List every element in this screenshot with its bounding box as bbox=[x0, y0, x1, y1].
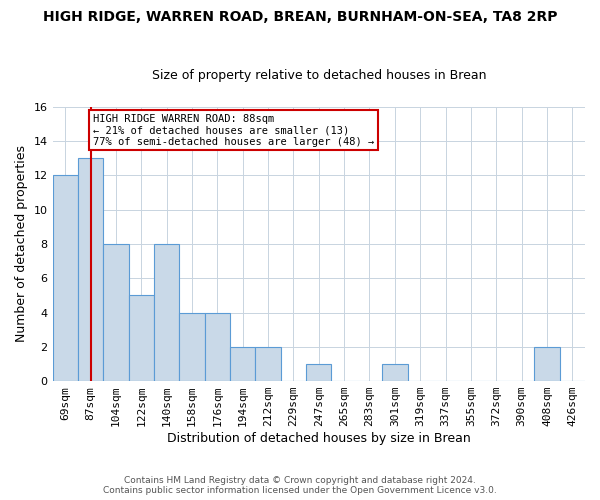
Bar bbox=[53, 176, 78, 381]
Text: HIGH RIDGE WARREN ROAD: 88sqm
← 21% of detached houses are smaller (13)
77% of s: HIGH RIDGE WARREN ROAD: 88sqm ← 21% of d… bbox=[93, 114, 374, 147]
Bar bbox=[103, 244, 128, 381]
Text: HIGH RIDGE, WARREN ROAD, BREAN, BURNHAM-ON-SEA, TA8 2RP: HIGH RIDGE, WARREN ROAD, BREAN, BURNHAM-… bbox=[43, 10, 557, 24]
Bar bbox=[256, 347, 281, 381]
Bar bbox=[78, 158, 103, 381]
Bar bbox=[230, 347, 256, 381]
X-axis label: Distribution of detached houses by size in Brean: Distribution of detached houses by size … bbox=[167, 432, 470, 445]
Y-axis label: Number of detached properties: Number of detached properties bbox=[15, 146, 28, 342]
Bar bbox=[205, 312, 230, 381]
Bar bbox=[382, 364, 407, 381]
Title: Size of property relative to detached houses in Brean: Size of property relative to detached ho… bbox=[152, 69, 486, 82]
Bar bbox=[306, 364, 331, 381]
Text: Contains HM Land Registry data © Crown copyright and database right 2024.
Contai: Contains HM Land Registry data © Crown c… bbox=[103, 476, 497, 495]
Bar bbox=[128, 296, 154, 381]
Bar bbox=[154, 244, 179, 381]
Bar bbox=[534, 347, 560, 381]
Bar bbox=[179, 312, 205, 381]
